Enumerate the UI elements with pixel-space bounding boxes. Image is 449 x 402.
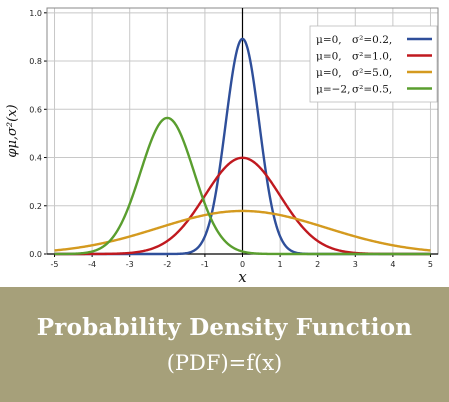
x-tick-label: -5 — [51, 260, 59, 269]
legend: μ=0, σ²=0.2, μ=0, σ²=1.0, μ=0, σ²=5.0,μ=−2, σ²… — [309, 25, 438, 103]
x-tick-label: 3 — [353, 260, 358, 269]
legend-mu-label: μ=0, — [316, 34, 342, 46]
x-tick-label: -4 — [88, 260, 96, 269]
legend-variance-label: σ²=5.0, — [352, 67, 392, 79]
x-tick-label: -1 — [201, 260, 209, 269]
x-tick-label: -2 — [163, 260, 171, 269]
banner-subtitle: (PDF)=f(x) — [166, 351, 283, 375]
y-tick-label: 0.0 — [29, 250, 42, 259]
banner-title: Probability Density Function — [36, 314, 413, 341]
y-axis-label: φμ,σ²(x) — [5, 104, 20, 157]
legend-variance-label: σ²=1.0, — [352, 51, 392, 63]
x-tick-label: 0 — [240, 260, 245, 269]
x-axis-label: x — [238, 268, 247, 286]
x-tick-label: 5 — [428, 260, 433, 269]
legend-mu-label: μ=−2, — [316, 84, 350, 96]
y-tick-label: 0.6 — [29, 105, 42, 114]
legend-variance-label: σ²=0.2, — [352, 34, 392, 46]
y-tick-label: 0.8 — [29, 57, 42, 66]
pdf-chart: -5 -4 -3 -2 -1 0 1 2 3 4 5 0.0 0.2 0.4 0.6 0.8 1.0 μ=0, σ… — [5, 7, 439, 286]
series-layer — [54, 37, 431, 256]
y-tick-label: 0.2 — [29, 202, 42, 211]
x-tick-label: 1 — [278, 260, 283, 269]
series-line — [54, 209, 431, 252]
legend-variance-label: σ²=0.5, — [352, 84, 392, 96]
legend-mu-label: μ=0, — [316, 67, 342, 79]
title-banner: Probability Density Function (PDF)=f(x) — [0, 287, 449, 402]
series-line — [54, 116, 431, 256]
y-tick-label: 1.0 — [29, 9, 42, 18]
legend-mu-label: μ=0, — [316, 51, 342, 63]
x-tick-label: 4 — [390, 260, 395, 269]
y-tick-label: 0.4 — [29, 154, 42, 163]
x-tick-label: 2 — [315, 260, 320, 269]
x-tick-label: -3 — [126, 260, 134, 269]
